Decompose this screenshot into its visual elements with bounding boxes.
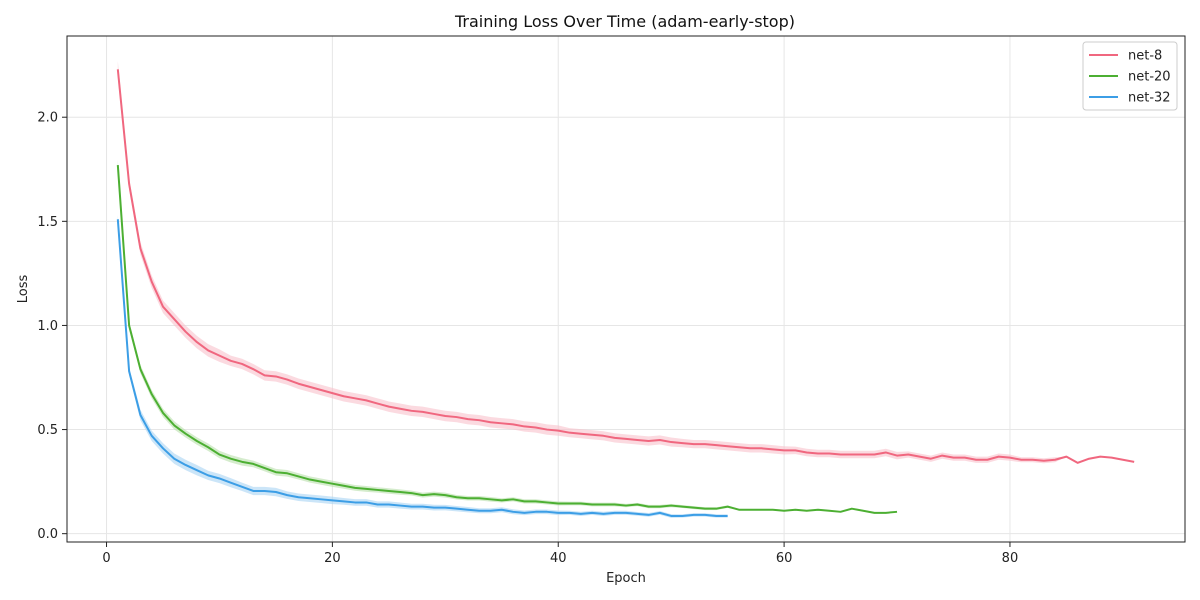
series-line-net-20	[116, 165, 898, 514]
x-axis-label: Epoch	[606, 571, 646, 586]
y-axis-ticks: 0.0 0.5 1.0 1.5 2.0	[37, 111, 67, 542]
y-tick-label: 0.0	[37, 527, 58, 542]
y-tick-label: 1.0	[37, 319, 58, 334]
grid-lines	[67, 36, 1185, 542]
legend-label-net-8: net-8	[1128, 49, 1162, 64]
plot-frame	[66, 35, 1186, 543]
legend-box	[1082, 41, 1178, 111]
y-tick-label: 2.0	[37, 111, 58, 126]
x-tick-label: 40	[550, 551, 567, 566]
x-axis-ticks: 0 20 40 60 80	[102, 542, 1018, 566]
legend-label-net-32: net-32	[1128, 91, 1171, 106]
x-tick-label: 0	[102, 551, 110, 566]
x-tick-label: 60	[776, 551, 793, 566]
series-line-net-8	[116, 69, 1135, 464]
plot-area	[66, 35, 1186, 543]
legend: net-8 net-20 net-32	[1082, 41, 1178, 111]
chart-title: Training Loss Over Time (adam-early-stop…	[454, 12, 795, 31]
y-tick-label: 0.5	[37, 423, 58, 438]
x-tick-label: 20	[324, 551, 341, 566]
y-axis-label: Loss	[16, 275, 31, 304]
series-line-net-32	[116, 219, 728, 517]
series-lines	[116, 69, 1135, 517]
x-tick-label: 80	[1002, 551, 1019, 566]
legend-label-net-20: net-20	[1128, 70, 1171, 85]
y-tick-label: 1.5	[37, 215, 58, 230]
